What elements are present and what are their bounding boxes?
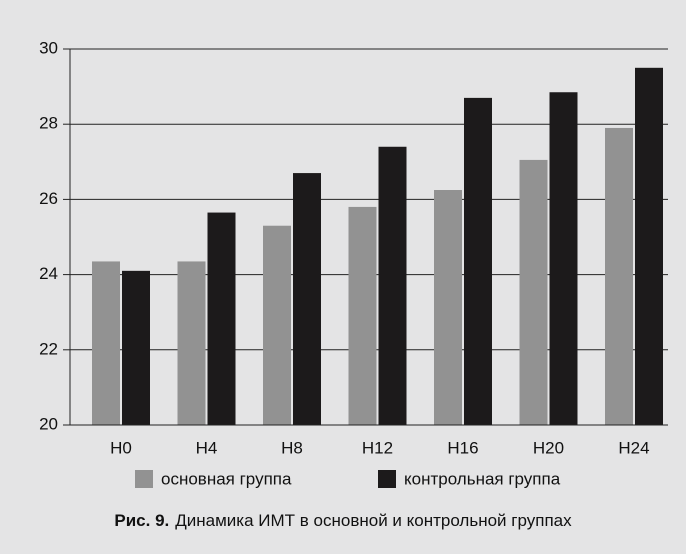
y-tick-label: 26 <box>39 189 58 208</box>
bar <box>434 190 462 425</box>
x-tick-label: H8 <box>281 438 303 457</box>
x-tick-label: H0 <box>110 438 132 457</box>
bar <box>293 173 321 425</box>
bar <box>348 206 377 425</box>
y-tick-label: 24 <box>39 264 58 283</box>
bar <box>635 67 663 426</box>
bar <box>92 261 120 425</box>
x-tick-label: H20 <box>533 438 564 457</box>
bar <box>464 97 492 425</box>
legend-swatch <box>378 470 396 488</box>
legend-swatch <box>135 470 153 488</box>
x-tick-label: H4 <box>196 438 218 457</box>
legend-label: основная группа <box>161 469 292 488</box>
y-tick-label: 20 <box>39 414 58 433</box>
caption-label: Рис. 9. <box>114 511 169 530</box>
y-tick-label: 30 <box>39 38 58 57</box>
caption-group: Рис. 9. Динамика ИМТ в основной и контрол… <box>114 511 572 530</box>
bar <box>378 146 407 425</box>
bar <box>207 212 236 425</box>
bar <box>549 92 578 426</box>
y-tick-label: 28 <box>39 114 58 133</box>
x-tick-label: H12 <box>362 438 393 457</box>
bar <box>605 127 633 426</box>
y-tick-label: 22 <box>39 339 58 358</box>
x-tick-label: H24 <box>618 438 649 457</box>
x-tick-label: H16 <box>447 438 478 457</box>
bar <box>519 159 548 426</box>
caption: Динамика ИМТ в основной и контрольной гр… <box>175 511 572 530</box>
bar <box>263 225 291 425</box>
bar <box>122 270 150 425</box>
legend-label: контрольная группа <box>404 469 561 488</box>
bar <box>177 261 206 425</box>
